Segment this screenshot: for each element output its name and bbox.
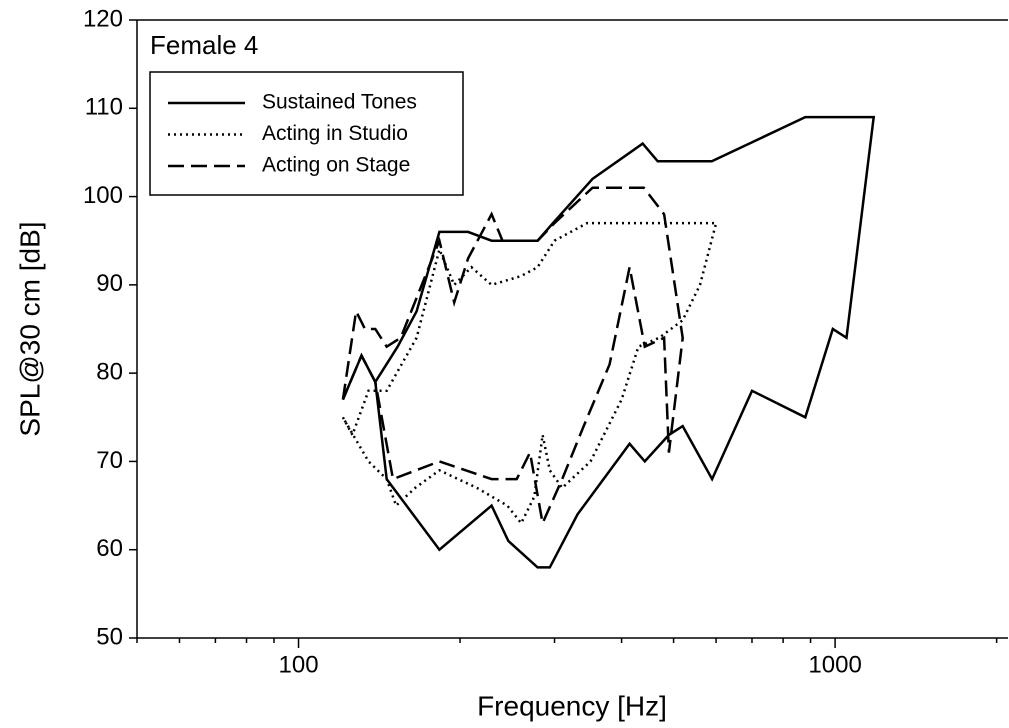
legend-label: Acting on Stage	[262, 154, 410, 177]
y-tick-label: 70	[96, 447, 123, 474]
chart-title: Female 4	[150, 30, 258, 60]
y-tick-label: 120	[83, 5, 123, 32]
y-axis-label: SPL@30 cm [dB]	[14, 221, 45, 436]
x-tick-label: 100	[279, 651, 319, 678]
x-axis-label: Frequency [Hz]	[477, 690, 667, 721]
y-tick-label: 50	[96, 623, 123, 650]
y-tick-label: 60	[96, 535, 123, 562]
y-tick-label: 110	[85, 94, 123, 121]
series-line	[341, 115, 876, 569]
legend-box	[149, 71, 464, 196]
legend-label: Sustained Tones	[262, 91, 417, 114]
legend-label: Acting in Studio	[262, 122, 408, 145]
y-tick-label: 90	[96, 270, 123, 297]
y-tick-label: 100	[83, 182, 123, 209]
x-tick-label: 1000	[808, 651, 861, 678]
series-line	[341, 186, 684, 528]
y-tick-label: 80	[96, 358, 123, 385]
